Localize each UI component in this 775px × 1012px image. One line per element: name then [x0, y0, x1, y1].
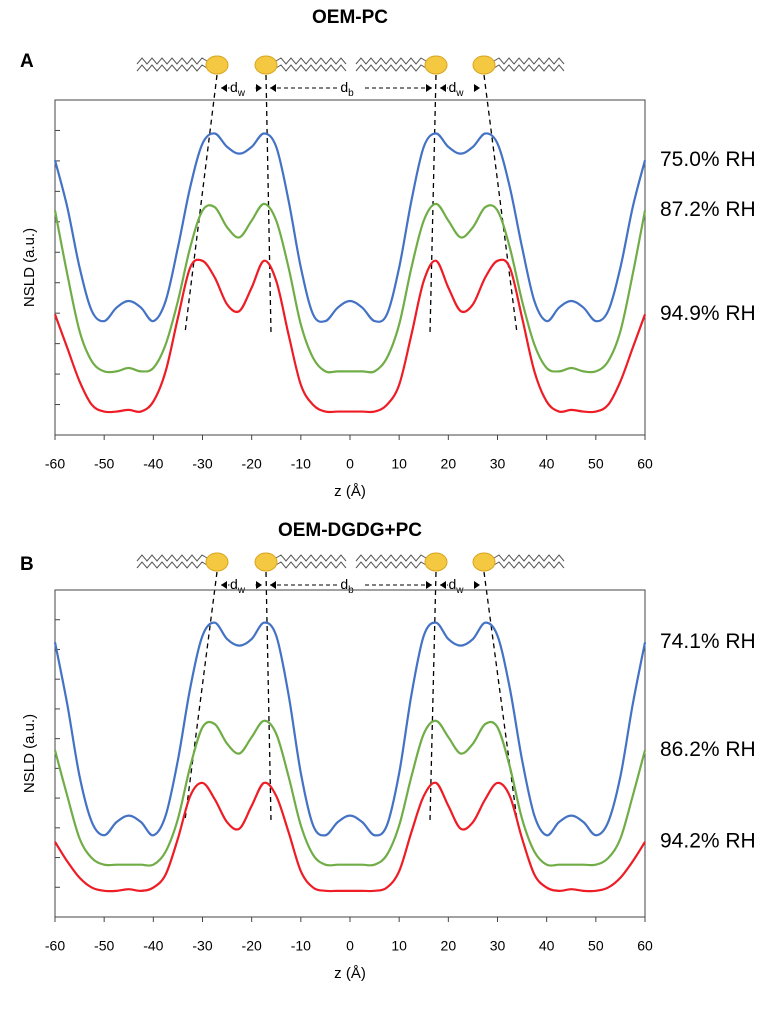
x-tick-label: 0 [346, 938, 354, 954]
guide-line [265, 74, 272, 334]
lipid-head [472, 552, 496, 572]
lipid-tail [275, 561, 347, 569]
lipid-tail [493, 64, 565, 72]
legend-label: 74.1% RH [660, 630, 756, 653]
lipid-tail [355, 64, 427, 72]
x-tick-label: 20 [441, 938, 457, 954]
x-tick-label: 50 [588, 938, 604, 954]
x-tick-label: -10 [291, 456, 311, 472]
legend-label: 94.9% RH [660, 302, 756, 325]
legend-label: 75.0% RH [660, 148, 756, 171]
lipid-tail [275, 57, 347, 65]
spacing-subscript: w [237, 88, 246, 99]
lipid-tail [136, 57, 208, 65]
x-tick-label: 40 [539, 938, 555, 954]
chart-title: OEM-DGDG+PC [278, 520, 422, 541]
spacing-label: dw [230, 576, 246, 596]
lipid-tail [275, 554, 347, 562]
x-tick-label: -30 [192, 456, 212, 472]
spacing-subscript: w [455, 88, 464, 99]
lipid-tail [275, 64, 347, 72]
lipid-tail [355, 57, 427, 65]
x-tick-label: 0 [346, 456, 354, 472]
x-tick-label: -10 [291, 938, 311, 954]
spacing-label: db [340, 79, 354, 99]
x-tick-label: 60 [637, 456, 653, 472]
spacing-symbol: d [230, 576, 238, 592]
plot-frame [54, 99, 646, 436]
lipid-tail [136, 554, 208, 562]
chart-title: OEM-PC [312, 7, 388, 28]
panel-label: B [20, 554, 34, 575]
spacing-subscript: b [348, 88, 354, 99]
lipid-head [254, 552, 278, 572]
y-axis-label: NSLD (a.u.) [21, 228, 38, 307]
lipid-head [472, 55, 496, 75]
x-tick-label: -50 [94, 456, 114, 472]
spacing-label: dw [448, 576, 464, 596]
legend-label: 87.2% RH [660, 198, 756, 221]
legend-label: 86.2% RH [660, 738, 756, 761]
spacing-symbol: d [448, 576, 456, 592]
lipid-tail [136, 561, 208, 569]
plot-frame [54, 589, 646, 918]
x-axis-label: z (Å) [334, 483, 366, 500]
lipid-head [205, 55, 229, 75]
lipid-tail [493, 554, 565, 562]
spacing-label: db [340, 576, 354, 596]
nsld-line [53, 258, 647, 414]
panel-label: A [20, 51, 34, 72]
lipid-tail [136, 64, 208, 72]
lipid-tail [493, 57, 565, 65]
spacing-label: dw [230, 79, 246, 99]
x-tick-label: 40 [539, 456, 555, 472]
x-tick-label: 30 [490, 456, 506, 472]
nsld-line [54, 781, 646, 893]
x-tick-label: -40 [143, 938, 163, 954]
y-axis-label: NSLD (a.u.) [21, 714, 38, 793]
x-tick-label: -30 [192, 938, 212, 954]
guide-line [483, 74, 518, 334]
spacing-symbol: d [340, 576, 348, 592]
x-tick-label: 20 [441, 456, 457, 472]
spacing-symbol: d [340, 79, 348, 95]
lipid-head [254, 55, 278, 75]
spacing-label: dw [448, 79, 464, 99]
guide-line [184, 74, 218, 334]
x-axis-label: z (Å) [334, 965, 366, 982]
x-tick-label: -40 [143, 456, 163, 472]
lipid-head [424, 552, 448, 572]
nsld-line [53, 132, 647, 323]
x-tick-label: -50 [94, 938, 114, 954]
x-tick-label: -20 [242, 938, 262, 954]
x-tick-label: 50 [588, 456, 604, 472]
lipid-head [424, 55, 448, 75]
spacing-symbol: d [230, 79, 238, 95]
nsld-line [53, 621, 647, 837]
nsld-line [53, 719, 647, 867]
guide-line [184, 571, 218, 821]
x-tick-label: 10 [391, 456, 407, 472]
lipid-head [205, 552, 229, 572]
x-tick-label: -20 [242, 456, 262, 472]
legend-label: 94.2% RH [660, 829, 756, 852]
x-tick-label: 30 [490, 938, 506, 954]
lipid-tail [355, 561, 427, 569]
lipid-tail [493, 561, 565, 569]
guide-line [483, 571, 518, 821]
nsld-line [53, 202, 647, 374]
lipid-tail [355, 554, 427, 562]
spacing-symbol: d [448, 79, 456, 95]
x-tick-label: -60 [45, 456, 65, 472]
x-tick-label: 60 [637, 938, 653, 954]
x-tick-label: 10 [391, 938, 407, 954]
x-tick-label: -60 [45, 938, 65, 954]
